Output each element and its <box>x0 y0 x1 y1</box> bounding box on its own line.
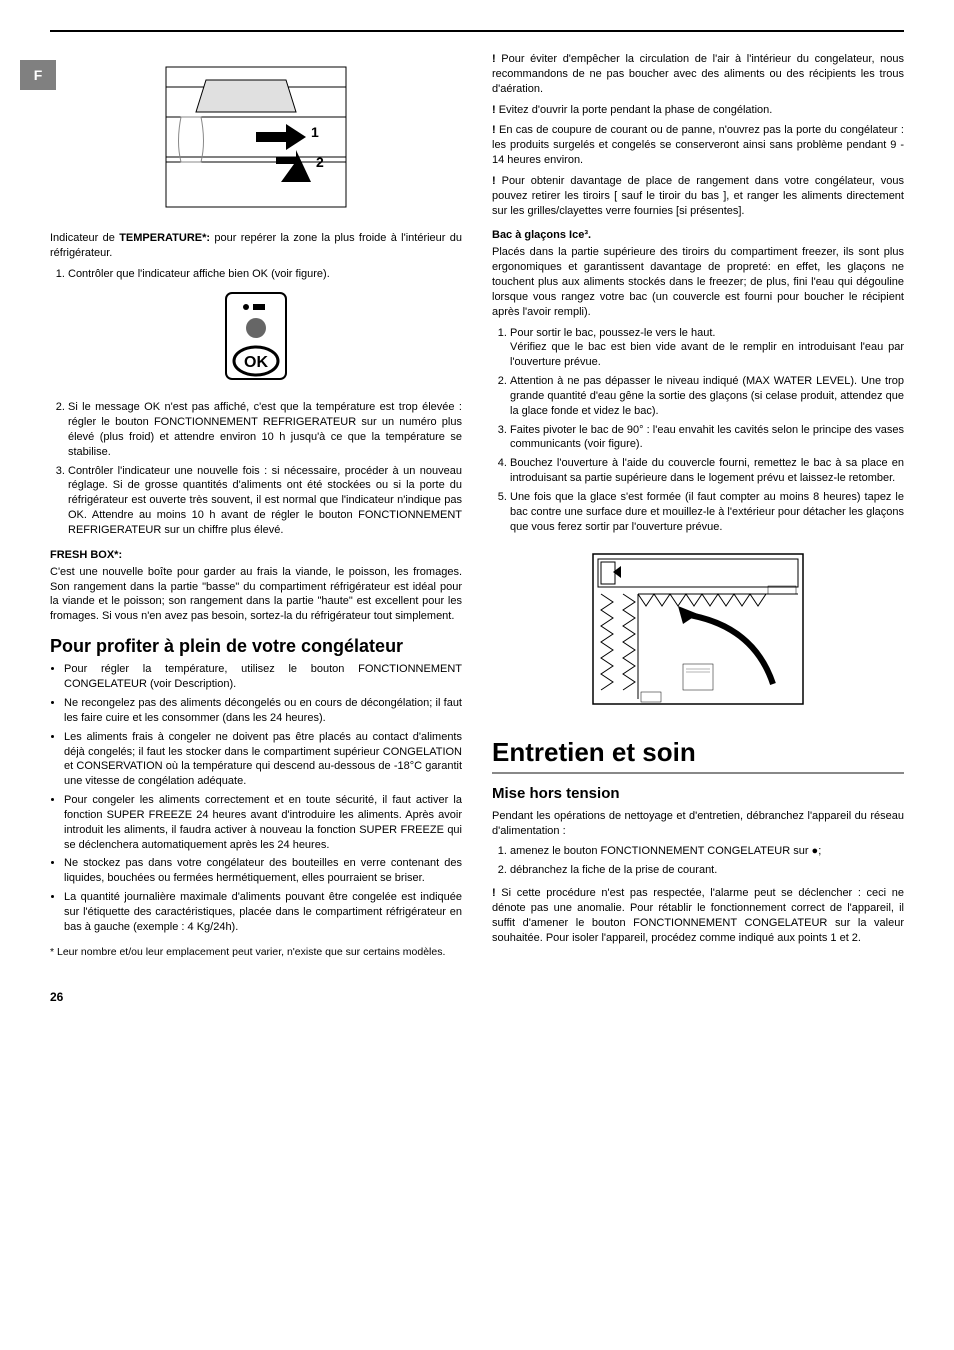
two-column-layout: 1 2 Indicateur de TEMPERATURE*: pour rep… <box>50 52 904 965</box>
warn-3: ! En cas de coupure de courant ou de pan… <box>492 123 904 168</box>
entretien-s1: amenez le bouton FONCTIONNEMENT CONGELAT… <box>510 844 904 859</box>
ice-steps: Pour sortir le bac, poussez-le vers le h… <box>492 326 904 535</box>
congel-b6: La quantité journalière maximale d'alime… <box>64 890 462 935</box>
ok-indicator-figure: OK <box>50 291 462 386</box>
top-rule <box>50 30 904 32</box>
entretien-warn: ! Si cette procédure n'est pas respectée… <box>492 886 904 945</box>
entretien-steps: amenez le bouton FONCTIONNEMENT CONGELAT… <box>492 844 904 878</box>
ice-step-1: Pour sortir le bac, poussez-le vers le h… <box>510 326 904 371</box>
freshbox-body: C'est une nouvelle boîte pour garder au … <box>50 565 462 624</box>
congel-b2: Ne recongelez pas des aliments décongelé… <box>64 696 462 726</box>
ice-intro: Placés dans la partie supérieure des tir… <box>492 245 904 319</box>
warn-2: ! Evitez d'ouvrir la porte pendant la ph… <box>492 103 904 118</box>
mise-hors-tension-title: Mise hors tension <box>492 784 904 804</box>
temp-indicator-intro: Indicateur de TEMPERATURE*: pour repérer… <box>50 231 462 261</box>
warn-4: ! Pour obtenir davantage de place de ran… <box>492 174 904 219</box>
ice-step-4: Bouchez l'ouverture à l'aide du couvercl… <box>510 456 904 486</box>
footnote: * Leur nombre et/ou leur emplacement peu… <box>50 945 462 959</box>
congel-b3: Les aliments frais à congeler ne doivent… <box>64 730 462 789</box>
congel-b5: Ne stockez pas dans votre congélateur de… <box>64 856 462 886</box>
temp-step-2: Si le message OK n'est pas affiché, c'es… <box>68 400 462 459</box>
temp-indicator-steps-1: Contrôler que l'indicateur affiche bien … <box>50 267 462 282</box>
entretien-s2: débranchez la fiche de la prise de coura… <box>510 863 904 878</box>
congel-bullets: Pour régler la température, utilisez le … <box>50 662 462 934</box>
temp-step-3: Contrôler l'indicateur une nouvelle fois… <box>68 464 462 538</box>
freshbox-title: FRESH BOX*: <box>50 548 462 563</box>
temp-indicator-steps-2: Si le message OK n'est pas affiché, c'es… <box>50 400 462 538</box>
entretien-title: Entretien et soin <box>492 735 904 774</box>
congel-b4: Pour congeler les aliments correctement … <box>64 793 462 852</box>
congel-b1: Pour régler la température, utilisez le … <box>64 662 462 692</box>
warn-1: ! Pour éviter d'empêcher la circulation … <box>492 52 904 97</box>
ok-label: OK <box>244 354 268 371</box>
figure-label-1: 1 <box>311 124 319 140</box>
language-tab: F <box>20 60 56 90</box>
shelf-figure: 1 2 <box>50 62 462 217</box>
congel-title: Pour profiter à plein de votre congélate… <box>50 634 462 658</box>
ice-step-3: Faites pivoter le bac de 90° : l'eau env… <box>510 423 904 453</box>
right-column: ! Pour éviter d'empêcher la circulation … <box>492 52 904 965</box>
temp-step-1: Contrôler que l'indicateur affiche bien … <box>68 267 462 282</box>
ice-step-5: Une fois que la glace s'est formée (il f… <box>510 490 904 535</box>
figure-label-2: 2 <box>316 154 324 170</box>
ice-tray-figure <box>492 544 904 719</box>
ice-step-2: Attention à ne pas dépasser le niveau in… <box>510 374 904 419</box>
left-column: 1 2 Indicateur de TEMPERATURE*: pour rep… <box>50 52 462 965</box>
entretien-intro: Pendant les opérations de nettoyage et d… <box>492 809 904 839</box>
ice-title: Bac à glaçons Ice³. <box>492 228 904 243</box>
page-number: 26 <box>50 989 904 1005</box>
